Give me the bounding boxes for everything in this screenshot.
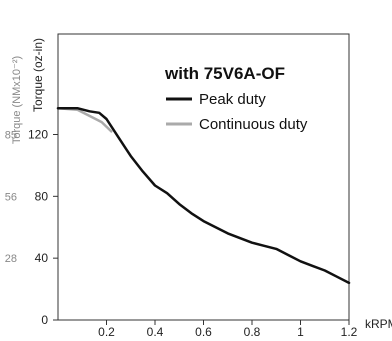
- series-layer: [56, 106, 351, 285]
- x-axis-unit: kRPM: [365, 317, 392, 331]
- x-tick-label: 0.2: [98, 325, 115, 339]
- y-tick-label: 120: [28, 127, 48, 141]
- secondary-y-tick-label: 85: [5, 129, 17, 141]
- x-tick-label: 0.8: [244, 325, 261, 339]
- legend-label-peak-duty: Peak duty: [199, 91, 266, 108]
- y-tick-label: 0: [41, 313, 48, 327]
- secondary-y-axis-title: Torque (NMx10⁻²): [11, 56, 23, 144]
- x-tick-label: 0.4: [147, 325, 164, 339]
- series-line-peak-duty: [56, 106, 351, 285]
- y-axis-title: Torque (oz-in): [31, 38, 45, 112]
- y-tick-label: 40: [35, 251, 49, 265]
- chart-title: with 75V6A-OF: [164, 64, 285, 83]
- y-tick-label: 80: [35, 189, 49, 203]
- x-tick-label: 1: [297, 325, 304, 339]
- legend: Peak duty Continuous duty: [166, 91, 308, 133]
- x-tick-label: 0.6: [195, 325, 212, 339]
- series-line-continuous-duty: [56, 106, 113, 133]
- legend-label-continuous-duty: Continuous duty: [199, 116, 308, 133]
- x-tick-label: 1.2: [341, 325, 358, 339]
- ticks-layer: 0.2 0.4 0.6 0.8 1 1.2 0 40 80 120 28 56 85: [5, 127, 358, 339]
- secondary-y-tick-label: 28: [5, 253, 17, 265]
- secondary-y-tick-label: 56: [5, 191, 17, 203]
